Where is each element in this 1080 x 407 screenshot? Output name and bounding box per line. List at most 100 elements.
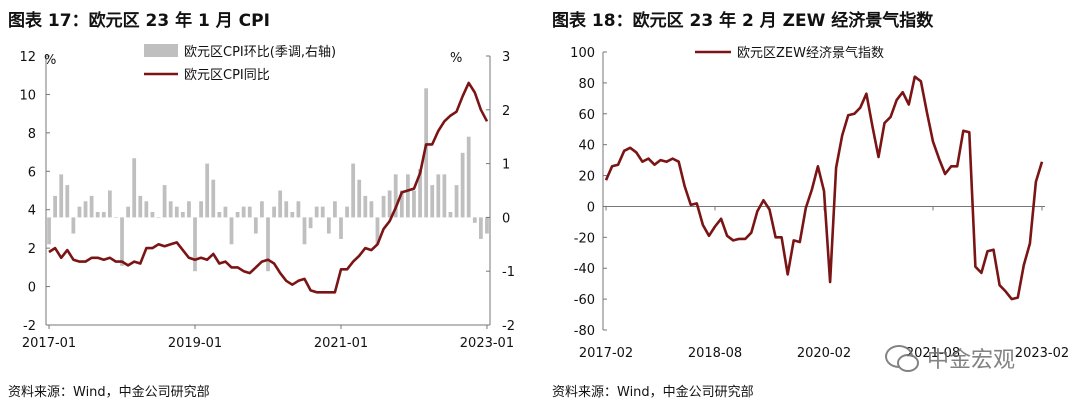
cpi-mom-bar: [333, 201, 337, 218]
cpi-mom-bar: [454, 185, 459, 218]
cpi-mom-bar: [53, 195, 58, 218]
right-y-tick-label: 1: [502, 158, 510, 173]
cpi-mom-bar: [95, 212, 100, 218]
cpi-mom-bar: [375, 217, 380, 245]
cpi-mom-bar: [71, 217, 76, 234]
figure-18-title: 图表 18：欧元区 23 年 2 月 ZEW 经济景气指数: [552, 11, 934, 31]
cpi-mom-bar: [59, 174, 64, 218]
cpi-mom-bar: [211, 179, 216, 218]
y-tick-label: -20: [574, 231, 595, 246]
x-tick-label: 2018-08: [688, 346, 742, 361]
x-tick-label: 2017-01: [22, 336, 76, 351]
x-tick-label: 2023-02: [1015, 346, 1069, 361]
cpi-mom-bar: [253, 217, 258, 234]
cpi-mom-bar: [363, 195, 368, 218]
cpi-mom-bar: [387, 190, 392, 218]
y-tick-label: 60: [578, 108, 595, 123]
x-tick-label: 2023-01: [460, 336, 514, 351]
left-y-tick-label: 4: [28, 204, 36, 219]
left-y-tick-label: 0: [28, 281, 36, 296]
cpi-mom-bar: [472, 217, 477, 223]
cpi-mom-bar: [448, 212, 453, 218]
cpi-mom-bar: [174, 206, 179, 218]
figure-17-source: 资料来源：Wind，中金公司研究部: [8, 385, 210, 400]
right-unit-label: %: [450, 51, 462, 66]
legend-bar-label: 欧元区CPI环比(季调,右轴): [184, 45, 336, 60]
cpi-mom-bar: [460, 152, 465, 218]
cpi-mom-bar: [357, 179, 362, 218]
cpi-mom-bar: [247, 206, 252, 218]
cpi-mom-bar: [205, 163, 210, 218]
cpi-mom-bar: [302, 217, 307, 245]
cpi-mom-bar: [65, 185, 70, 218]
cpi-mom-bar: [217, 212, 222, 218]
cpi-mom-bar: [132, 158, 137, 218]
cpi-mom-bar: [466, 136, 471, 218]
x-tick-label: 2020-02: [797, 346, 851, 361]
cpi-mom-bar: [478, 217, 483, 239]
cpi-mom-bar: [406, 174, 410, 218]
left-unit-label: %: [44, 53, 56, 68]
cpi-mom-bar: [351, 163, 356, 218]
figure-17-title: 图表 17：欧元区 23 年 1 月 CPI: [8, 11, 270, 31]
cpi-mom-bar: [399, 190, 404, 218]
cpi-mom-bar: [47, 217, 51, 245]
cpi-mom-bar: [187, 201, 191, 218]
cpi-mom-bar: [266, 217, 270, 272]
cpi-mom-bar: [393, 174, 398, 218]
cpi-mom-bar: [156, 217, 161, 218]
y-tick-label: -40: [574, 262, 595, 277]
right-y-tick-label: 3: [502, 50, 510, 65]
cpi-mom-bar: [339, 217, 343, 239]
cpi-mom-bar: [180, 212, 185, 218]
cpi-yoy-line: [48, 81, 489, 294]
cpi-mom-bar: [424, 88, 429, 218]
left-y-tick-label: 10: [19, 88, 36, 103]
y-tick-label: 0: [587, 200, 595, 215]
left-y-tick-label: 2: [28, 242, 36, 257]
cpi-mom-bar: [107, 190, 112, 218]
right-y-tick-label: 0: [502, 211, 510, 226]
legend-line-label: 欧元区CPI同比: [184, 68, 270, 83]
y-tick-label: -60: [574, 293, 595, 308]
y-tick-label: 80: [578, 77, 595, 92]
cpi-mom-bar: [260, 201, 264, 218]
x-tick-label: 2021-08: [906, 346, 960, 361]
cpi-mom-bar: [284, 201, 289, 218]
y-tick-label: -80: [574, 324, 595, 339]
y-tick-label: 100: [570, 46, 595, 61]
cpi-mom-bar: [326, 217, 331, 234]
cpi-mom-bar: [296, 201, 301, 218]
cpi-mom-bar: [442, 174, 447, 218]
cpi-mom-bar: [308, 217, 313, 229]
legend-line-label: 欧元区ZEW经济景气指数: [737, 45, 884, 61]
cpi-mom-bar: [278, 190, 283, 218]
x-tick-label: 2019-01: [168, 336, 222, 351]
cpi-mom-bar: [89, 195, 94, 218]
cpi-mom-bar: [120, 217, 124, 266]
right-y-tick-label: 2: [502, 104, 510, 119]
cpi-mom-bar: [168, 201, 173, 218]
cpi-mom-bar: [272, 206, 276, 218]
cpi-mom-bar: [138, 195, 143, 218]
watermark-text: 中金宏观: [927, 348, 1016, 373]
zew-chart: -80 -60 -40 -20 0 20 40 60 80 100 2017-02 2018-08 20…: [570, 45, 1069, 361]
left-y-tick-label: 6: [28, 165, 36, 180]
cpi-mom-bar: [223, 206, 228, 218]
cpi-mom-bar: [126, 206, 130, 218]
cpi-mom-bar: [162, 185, 167, 218]
watermark: 中金宏观: [885, 342, 1015, 374]
cpi-mom-bar: [430, 185, 435, 218]
y-tick-label: 40: [578, 139, 595, 154]
cpi-mom-bar: [114, 217, 118, 218]
cpi-mom-bar: [241, 206, 246, 218]
cpi-mom-bar: [83, 201, 88, 218]
cpi-mom-bar: [77, 206, 82, 218]
cpi-mom-bar: [381, 195, 386, 218]
cpi-mom-bar: [229, 217, 234, 245]
cpi-mom-bar: [418, 168, 422, 218]
right-y-tick-label: -1: [502, 265, 515, 280]
left-y-tick-label: 8: [28, 127, 36, 142]
cpi-mom-bar: [436, 174, 441, 218]
